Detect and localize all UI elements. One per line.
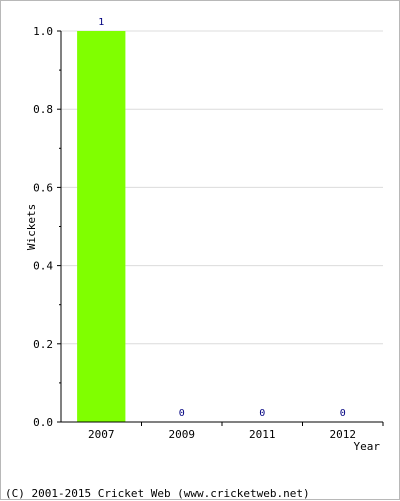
x-tick-label: 2011	[249, 428, 276, 441]
copyright-footer: (C) 2001-2015 Cricket Web (www.cricketwe…	[5, 487, 310, 500]
y-axis-title: Wickets	[25, 204, 38, 250]
y-tick-label: 0.4	[33, 260, 53, 273]
y-tick-label: 0.6	[33, 181, 53, 194]
y-tick-label: 0.0	[33, 416, 53, 429]
y-tick-label: 1.0	[33, 25, 53, 38]
x-tick-label: 2009	[169, 428, 196, 441]
value-label-2011: 0	[259, 408, 265, 419]
bars	[77, 31, 126, 422]
x-tick-label: 2012	[330, 428, 357, 441]
x-tick-label: 2007	[88, 428, 115, 441]
value-label-2009: 0	[179, 408, 185, 419]
bar-2007	[77, 31, 126, 422]
y-tick-label: 0.2	[33, 338, 53, 351]
value-label-2007: 1	[98, 17, 104, 28]
x-ticks: 2007 2009 2011 2012	[88, 422, 384, 441]
value-label-2012: 0	[340, 408, 346, 419]
x-axis-title: Year	[354, 440, 381, 453]
value-labels: 1 0 0 0	[98, 17, 346, 419]
y-tick-label: 0.8	[33, 103, 53, 116]
y-ticks: 0.0 0.2 0.4 0.6 0.8 1.0	[33, 25, 61, 429]
